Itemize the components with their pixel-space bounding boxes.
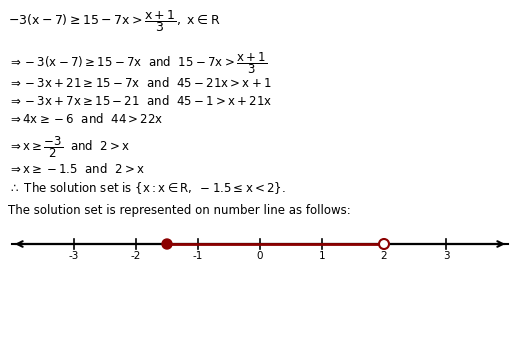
Text: $-3(\mathrm{x}-7)\geq 15-7\mathrm{x}>\dfrac{\mathrm{x}+1}{3},\ \mathrm{x}\in\mat: $-3(\mathrm{x}-7)\geq 15-7\mathrm{x}>\df… xyxy=(8,8,220,34)
Circle shape xyxy=(162,239,172,249)
Circle shape xyxy=(379,239,389,249)
Text: $\Rightarrow -3\mathrm{x}+7\mathrm{x}\geq 15-21\ \ \mathrm{and}\ \ 45-1>\mathrm{: $\Rightarrow -3\mathrm{x}+7\mathrm{x}\ge… xyxy=(8,94,272,108)
Text: $\Rightarrow \mathrm{x}\geq -1.5\ \ \mathrm{and}\ \ 2>\mathrm{x}$: $\Rightarrow \mathrm{x}\geq -1.5\ \ \mat… xyxy=(8,162,145,176)
Text: $\Rightarrow 4\mathrm{x}\geq -6\ \ \mathrm{and}\ \ 44>22\mathrm{x}$: $\Rightarrow 4\mathrm{x}\geq -6\ \ \math… xyxy=(8,112,163,126)
Text: 0: 0 xyxy=(257,251,263,261)
Text: 2: 2 xyxy=(381,251,387,261)
Text: $\Rightarrow -3(\mathrm{x}-7)\geq 15-7\mathrm{x}\ \ \mathrm{and}\ \ 15-7\mathrm{: $\Rightarrow -3(\mathrm{x}-7)\geq 15-7\m… xyxy=(8,50,267,76)
Text: $\Rightarrow \mathrm{x}\geq\dfrac{-3}{2}\ \ \mathrm{and}\ \ 2>\mathrm{x}$: $\Rightarrow \mathrm{x}\geq\dfrac{-3}{2}… xyxy=(8,134,131,160)
Text: $\therefore\ \mathrm{The\ solution\ set\ is\ }\{\mathrm{x}:\mathrm{x}\in\mathrm{: $\therefore\ \mathrm{The\ solution\ set\… xyxy=(8,180,286,196)
Text: -3: -3 xyxy=(69,251,79,261)
Text: -2: -2 xyxy=(131,251,141,261)
Text: 1: 1 xyxy=(319,251,326,261)
Text: $\Rightarrow -3\mathrm{x}+21\geq 15-7\mathrm{x}\ \ \mathrm{and}\ \ 45-21\mathrm{: $\Rightarrow -3\mathrm{x}+21\geq 15-7\ma… xyxy=(8,76,272,90)
Text: 3: 3 xyxy=(443,251,449,261)
Text: The solution set is represented on number line as follows:: The solution set is represented on numbe… xyxy=(8,204,351,217)
Text: -1: -1 xyxy=(193,251,203,261)
